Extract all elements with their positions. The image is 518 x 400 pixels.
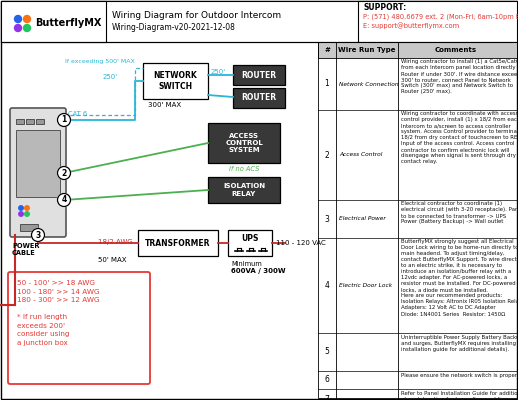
Text: Comments: Comments — [435, 47, 477, 53]
Bar — [208, 123, 280, 163]
Text: 7: 7 — [325, 396, 329, 400]
Text: Electrical Power: Electrical Power — [339, 216, 386, 222]
Text: 4: 4 — [325, 281, 329, 290]
Circle shape — [57, 166, 70, 180]
Bar — [16, 119, 24, 124]
Text: 4: 4 — [61, 196, 67, 204]
Text: E: support@butterflymx.com: E: support@butterflymx.com — [363, 23, 459, 29]
Bar — [16, 130, 60, 197]
Ellipse shape — [23, 16, 31, 22]
Text: 3: 3 — [325, 214, 329, 224]
Ellipse shape — [19, 206, 23, 210]
Text: UPS: UPS — [241, 234, 258, 243]
Text: ISOLATION
RELAY: ISOLATION RELAY — [223, 184, 265, 196]
Bar — [208, 177, 280, 203]
Text: Uninterruptible Power Supply Battery Backup. To prevent voltage drops
and surges: Uninterruptible Power Supply Battery Bac… — [401, 334, 518, 352]
Text: NETWORK
SWITCH: NETWORK SWITCH — [154, 71, 197, 91]
Bar — [233, 88, 285, 108]
Text: 50' MAX: 50' MAX — [98, 257, 126, 263]
Text: Wire Run Type: Wire Run Type — [338, 47, 396, 53]
Text: ROUTER: ROUTER — [241, 94, 277, 102]
FancyBboxPatch shape — [10, 108, 66, 237]
Text: POWER
CABLE: POWER CABLE — [12, 243, 39, 256]
Text: 5: 5 — [325, 348, 329, 356]
Ellipse shape — [19, 212, 23, 216]
Bar — [1, 1, 517, 42]
Text: 250': 250' — [103, 74, 118, 80]
Text: 250': 250' — [211, 69, 226, 75]
Text: 18/2 AWG: 18/2 AWG — [98, 239, 133, 245]
Ellipse shape — [15, 16, 22, 22]
Text: 600VA / 300W: 600VA / 300W — [231, 268, 285, 274]
Text: TRANSFORMER: TRANSFORMER — [145, 238, 211, 248]
Text: ButterflyMX strongly suggest all Electrical
Door Lock wiring to be home-run dire: ButterflyMX strongly suggest all Electri… — [401, 240, 518, 316]
Bar — [26, 119, 34, 124]
Text: 1: 1 — [325, 80, 329, 88]
Text: ACCESS
CONTROL
SYSTEM: ACCESS CONTROL SYSTEM — [225, 133, 263, 153]
Text: If exceeding 500' MAX: If exceeding 500' MAX — [65, 60, 135, 64]
Text: Network Connection: Network Connection — [339, 82, 399, 86]
Text: #: # — [324, 47, 330, 53]
Bar — [36, 119, 44, 124]
Bar — [20, 224, 38, 231]
Circle shape — [32, 228, 45, 242]
Text: Please ensure the network switch is properly grounded.: Please ensure the network switch is prop… — [401, 372, 518, 378]
Text: Access Control: Access Control — [339, 152, 382, 158]
Text: 300' MAX: 300' MAX — [148, 102, 181, 108]
Text: 1: 1 — [61, 116, 67, 124]
Text: Wiring-Diagram-v20-2021-12-08: Wiring-Diagram-v20-2021-12-08 — [112, 24, 236, 32]
Bar — [318, 42, 517, 58]
Text: 110 - 120 VAC: 110 - 120 VAC — [276, 240, 326, 246]
Ellipse shape — [23, 24, 31, 32]
Text: P: (571) 480.6679 ext. 2 (Mon-Fri, 6am-10pm EST): P: (571) 480.6679 ext. 2 (Mon-Fri, 6am-1… — [363, 14, 518, 20]
Bar — [138, 230, 218, 256]
Bar — [358, 1, 517, 42]
Text: ROUTER: ROUTER — [241, 70, 277, 80]
Text: 2: 2 — [325, 150, 329, 160]
Bar — [228, 230, 272, 256]
Text: 2: 2 — [61, 168, 67, 178]
Ellipse shape — [25, 212, 29, 216]
Text: Electric Door Lock: Electric Door Lock — [339, 283, 392, 288]
Text: ButterflyMX: ButterflyMX — [35, 18, 102, 28]
Text: Wiring Diagram for Outdoor Intercom: Wiring Diagram for Outdoor Intercom — [112, 10, 281, 20]
Text: Wiring contractor to install (1) a Cat5e/Cat6
from each Intercom panel location : Wiring contractor to install (1) a Cat5e… — [401, 60, 518, 94]
FancyBboxPatch shape — [8, 272, 150, 384]
Bar — [143, 63, 208, 99]
Text: If no ACS: If no ACS — [229, 166, 259, 172]
Bar — [318, 42, 517, 398]
Text: Minimum: Minimum — [231, 261, 262, 267]
Circle shape — [57, 194, 70, 206]
Text: Electrical contractor to coordinate (1)
electrical circuit (with 3-20 receptacle: Electrical contractor to coordinate (1) … — [401, 202, 518, 224]
Bar — [1, 1, 106, 42]
Text: CAT 6: CAT 6 — [68, 111, 87, 117]
Text: Refer to Panel Installation Guide for additional details. Leave 6' service loop
: Refer to Panel Installation Guide for ad… — [401, 390, 518, 400]
Ellipse shape — [15, 24, 22, 32]
Circle shape — [57, 114, 70, 126]
Text: 3: 3 — [35, 230, 40, 240]
Text: SUPPORT:: SUPPORT: — [363, 4, 406, 12]
Bar — [233, 65, 285, 85]
Text: Wiring contractor to coordinate with access
control provider, install (1) x 18/2: Wiring contractor to coordinate with acc… — [401, 112, 518, 164]
Text: 50 - 100' >> 18 AWG
100 - 180' >> 14 AWG
180 - 300' >> 12 AWG

* If run length
e: 50 - 100' >> 18 AWG 100 - 180' >> 14 AWG… — [17, 280, 99, 346]
Ellipse shape — [25, 206, 29, 210]
Text: 6: 6 — [325, 376, 329, 384]
